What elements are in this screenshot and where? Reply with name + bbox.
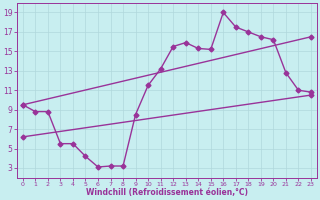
X-axis label: Windchill (Refroidissement éolien,°C): Windchill (Refroidissement éolien,°C) bbox=[86, 188, 248, 197]
